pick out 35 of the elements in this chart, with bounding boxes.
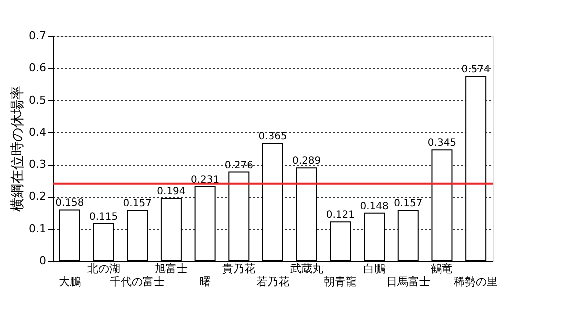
x-tick-label: 旭富士 [154, 262, 188, 276]
x-tick-label: 若乃花 [256, 276, 290, 288]
y-tick-label: 0.5 [29, 94, 46, 107]
x-tick-label: 大鵬 [58, 276, 81, 288]
x-tick-label: 朝青龍 [324, 276, 358, 288]
x-tick-label: 武蔵丸 [290, 262, 324, 276]
data-label: 0.157 [394, 198, 423, 210]
y-axis-title: 横綱在位時の休場率 [10, 86, 26, 212]
x-tick-label: 貴乃花 [222, 262, 256, 276]
y-tick-label: 0.3 [29, 158, 46, 172]
data-label: 0.157 [123, 198, 152, 210]
x-tick-label: 曙 [200, 276, 211, 288]
y-tick-label: 0.7 [29, 30, 46, 42]
data-label: 0.574 [462, 64, 490, 76]
data-label: 0.289 [292, 156, 322, 168]
x-tick-label: 鶴竜 [431, 262, 454, 276]
x-tick-label: 日馬富士 [386, 276, 430, 288]
y-tick-label: 0.1 [29, 222, 46, 236]
data-label: 0.194 [157, 186, 186, 198]
y-tick-label: 0.4 [29, 126, 46, 139]
data-label: 0.345 [428, 138, 457, 150]
data-label: 0.276 [224, 160, 254, 172]
data-label: 0.158 [56, 198, 84, 210]
x-tick-label: 白鵬 [364, 262, 386, 276]
y-tick-label: 0 [40, 254, 46, 268]
y-tick-label: 0.2 [29, 190, 46, 204]
x-tick-label: 北の湖 [87, 262, 120, 276]
x-tick-label: 稀勢の里 [454, 276, 498, 288]
x-tick-label: 千代の富士 [110, 276, 166, 288]
data-label: 0.115 [89, 212, 118, 224]
data-label: 0.231 [190, 174, 220, 186]
data-label: 0.121 [326, 210, 356, 222]
data-label: 0.148 [360, 201, 389, 212]
data-label: 0.365 [258, 132, 288, 143]
y-tick-label: 0.6 [29, 62, 46, 75]
